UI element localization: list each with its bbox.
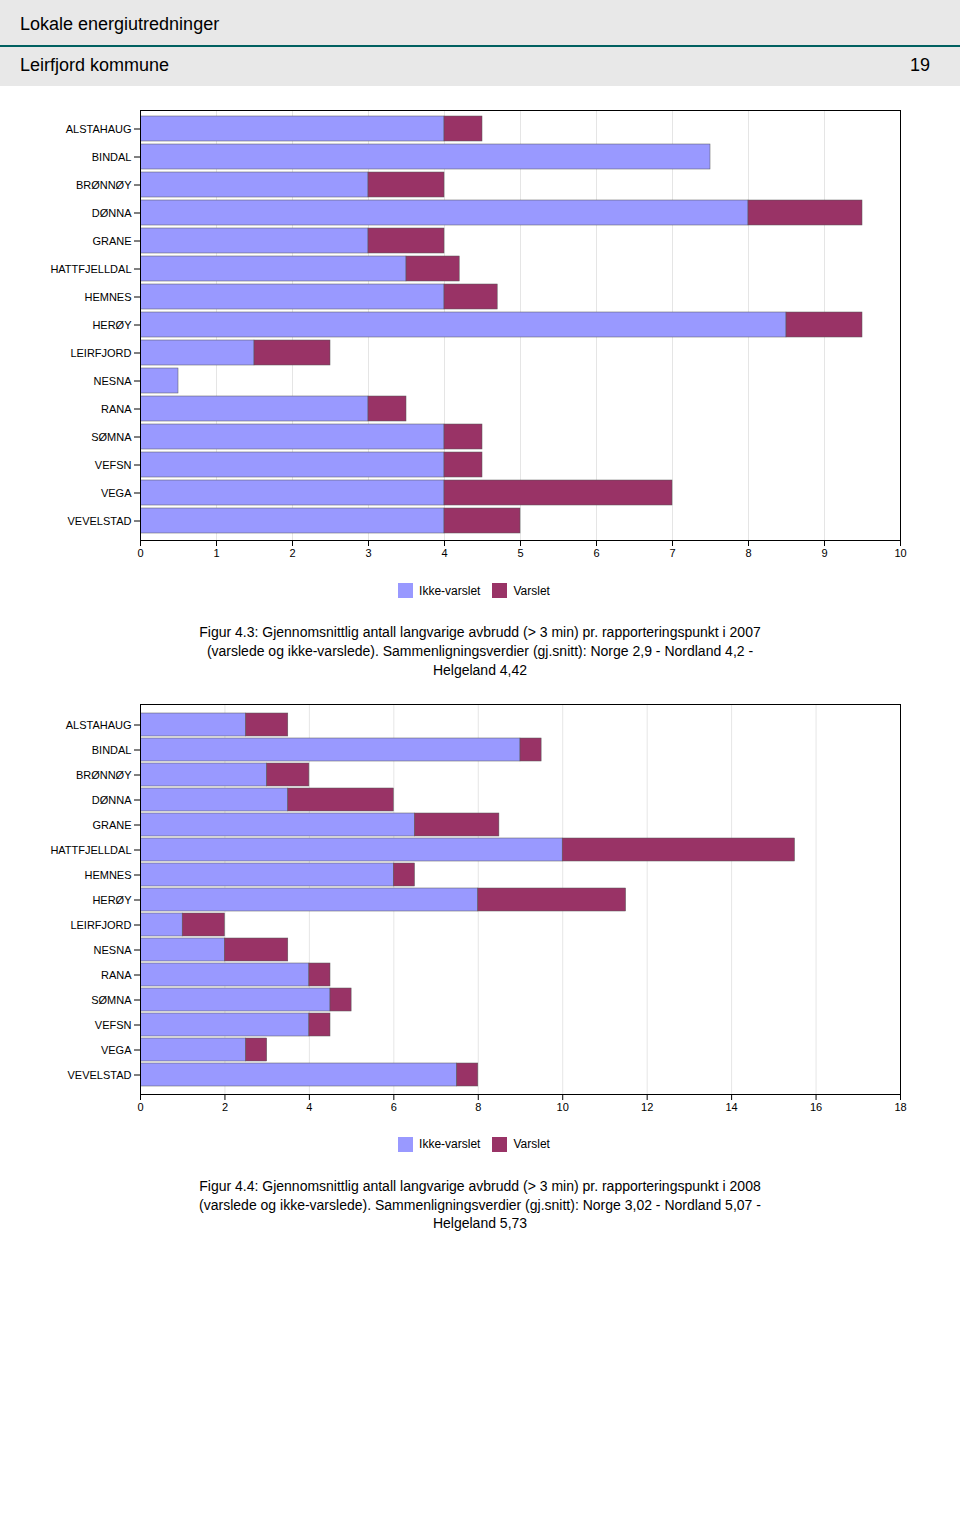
svg-text:HEMNES: HEMNES	[84, 868, 131, 880]
svg-text:VEFSN: VEFSN	[95, 459, 132, 471]
svg-text:VEVELSTAD: VEVELSTAD	[68, 1068, 132, 1080]
html-text:Figur 4.3: Gjennomsnittlig ant: Figur 4.3: Gjennomsnittlig antall langva…	[199, 624, 761, 678]
svg-text:VEFSN: VEFSN	[95, 1018, 132, 1030]
html-text:Leirfjord kommune: Leirfjord kommune	[20, 55, 170, 75]
svg-text:10: 10	[557, 1101, 569, 1113]
svg-text:6: 6	[593, 547, 599, 559]
html-text:Varslet: Varslet	[513, 583, 550, 598]
svg-text:RANA: RANA	[101, 403, 132, 415]
svg-text:5: 5	[517, 547, 523, 559]
svg-text:2: 2	[289, 547, 295, 559]
svg-text:SØMNA: SØMNA	[91, 431, 132, 443]
svg-text:GRANE: GRANE	[92, 235, 131, 247]
svg-text:DØNNA: DØNNA	[92, 793, 132, 805]
svg-text:16: 16	[810, 1101, 822, 1113]
html-text:Figur 4.4: Gjennomsnittlig ant: Figur 4.4: Gjennomsnittlig antall langva…	[199, 1177, 761, 1232]
svg-text:9: 9	[821, 547, 827, 559]
svg-text:7: 7	[669, 547, 675, 559]
svg-text:LEIRFJORD: LEIRFJORD	[70, 347, 131, 359]
svg-text:18: 18	[894, 1101, 906, 1113]
svg-text:10: 10	[894, 547, 906, 559]
svg-text:GRANE: GRANE	[92, 818, 131, 830]
svg-text:4: 4	[441, 547, 447, 559]
svg-text:1: 1	[213, 547, 219, 559]
svg-text:3: 3	[365, 547, 371, 559]
svg-text:2: 2	[222, 1101, 228, 1113]
svg-text:HERØY: HERØY	[92, 893, 132, 905]
svg-text:4: 4	[306, 1101, 312, 1113]
svg-text:DØNNA: DØNNA	[92, 207, 132, 219]
svg-text:HERØY: HERØY	[92, 319, 132, 331]
html-text:Ikke-varslet: Ikke-varslet	[419, 583, 481, 598]
html-text:Varslet: Varslet	[513, 1137, 550, 1152]
svg-text:NESNA: NESNA	[94, 943, 133, 955]
svg-text:VEGA: VEGA	[101, 1043, 132, 1055]
svg-text:8: 8	[475, 1101, 481, 1113]
svg-text:LEIRFJORD: LEIRFJORD	[70, 918, 131, 930]
svg-text:HATTFJELLDAL: HATTFJELLDAL	[50, 843, 131, 855]
html-text:19: 19	[910, 55, 930, 75]
html-text:Lokale energiutredninger: Lokale energiutredninger	[20, 14, 220, 34]
svg-text:RANA: RANA	[101, 968, 132, 980]
svg-text:BRØNNØY: BRØNNØY	[76, 768, 132, 780]
svg-text:0: 0	[137, 547, 143, 559]
svg-text:12: 12	[641, 1101, 653, 1113]
svg-text:VEVELSTAD: VEVELSTAD	[68, 515, 132, 527]
svg-text:SØMNA: SØMNA	[91, 993, 132, 1005]
svg-text:HATTFJELLDAL: HATTFJELLDAL	[50, 263, 131, 275]
html-text:Ikke-varslet: Ikke-varslet	[419, 1137, 481, 1152]
svg-text:ALSTAHAUG: ALSTAHAUG	[66, 718, 132, 730]
svg-text:0: 0	[137, 1101, 143, 1113]
svg-text:BINDAL: BINDAL	[92, 743, 132, 755]
svg-text:VEGA: VEGA	[101, 487, 132, 499]
svg-text:14: 14	[725, 1101, 737, 1113]
svg-text:BRØNNØY: BRØNNØY	[76, 179, 132, 191]
svg-text:6: 6	[391, 1101, 397, 1113]
svg-text:BINDAL: BINDAL	[92, 151, 132, 163]
svg-text:ALSTAHAUG: ALSTAHAUG	[66, 123, 132, 135]
svg-text:HEMNES: HEMNES	[84, 291, 131, 303]
svg-text:8: 8	[745, 547, 751, 559]
svg-text:NESNA: NESNA	[94, 375, 133, 387]
